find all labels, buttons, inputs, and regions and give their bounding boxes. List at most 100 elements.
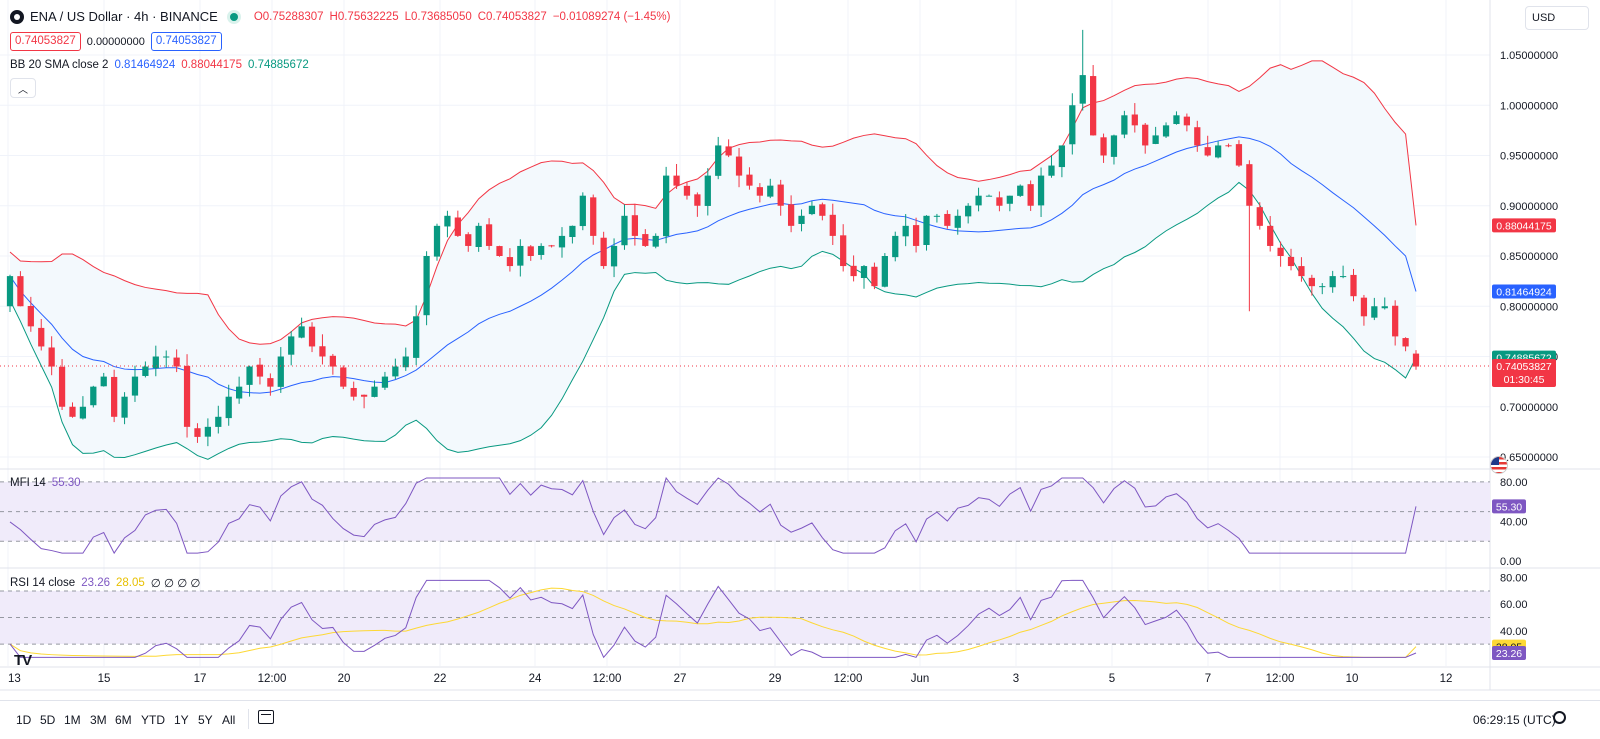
calendar-range-icon[interactable] — [258, 710, 274, 724]
collapse-legend-button[interactable]: ︿ — [10, 78, 36, 98]
candle-body — [225, 396, 232, 419]
range-1m[interactable]: 1M — [64, 713, 81, 727]
candle-body — [1142, 124, 1149, 146]
rsi-value-tag: 23.26 — [1496, 648, 1522, 660]
candle-body — [350, 387, 357, 397]
candle-body — [725, 146, 732, 156]
time-axis-label: 3 — [1013, 673, 1019, 685]
price-axis-label: 1.05000000 — [1500, 50, 1558, 62]
bid-price[interactable]: 0.74053827 — [10, 32, 81, 51]
candle-body — [444, 215, 451, 227]
candle-body — [267, 378, 274, 387]
ohlc-close: C0.74053827 — [477, 10, 547, 23]
bb-basis-tag-bg — [1492, 284, 1556, 299]
candle-body — [402, 356, 409, 368]
candle-body — [298, 326, 305, 338]
utc-clock[interactable]: 06:29:15 (UTC) — [1473, 713, 1556, 727]
us-flag-icon[interactable] — [1490, 456, 1508, 474]
candle-body — [985, 195, 993, 197]
candle-body — [569, 225, 576, 238]
candle-body — [152, 356, 159, 369]
time-axis-label: 20 — [338, 673, 351, 685]
range-5y[interactable]: 5Y — [198, 713, 213, 727]
candle-body — [923, 215, 930, 245]
candle-body — [17, 276, 24, 307]
candle-body — [204, 426, 212, 437]
time-axis-label: 7 — [1205, 673, 1211, 685]
range-1d[interactable]: 1D — [16, 713, 32, 727]
bb-basis-value: 0.81464924 — [114, 59, 176, 71]
candle-body — [381, 376, 389, 388]
rsi-value-tag-bg — [1492, 646, 1526, 661]
price-axis-label: 0.70000000 — [1500, 402, 1558, 414]
candle-body — [6, 276, 14, 307]
candle-body — [1069, 105, 1076, 145]
candle-body — [48, 347, 55, 367]
toolbar-divider — [248, 709, 249, 729]
chevron-up-icon: ︿ — [18, 84, 28, 96]
tradingview-logo-icon[interactable]: TV — [14, 652, 32, 669]
candle-body — [902, 225, 909, 237]
time-axis-label: 12:00 — [834, 673, 863, 685]
range-3m[interactable]: 3M — [90, 713, 107, 727]
price-axis-label: 0.90000000 — [1500, 201, 1558, 213]
candle-body — [944, 213, 951, 226]
candle-body — [215, 416, 222, 427]
time-axis-label: 5 — [1109, 673, 1115, 685]
candle-body — [371, 386, 378, 397]
currency-label: USD — [1532, 12, 1556, 24]
candle-body — [340, 367, 347, 387]
candle-body — [38, 327, 45, 347]
gear-icon[interactable] — [1553, 711, 1566, 724]
ask-price[interactable]: 0.74053827 — [150, 32, 222, 51]
bar-countdown: 01:30:45 — [1504, 374, 1545, 386]
candle-body — [236, 386, 243, 399]
candle-body — [735, 156, 743, 176]
candle-body — [183, 365, 191, 427]
rsi-ma-line — [9, 587, 1417, 658]
range-ytd[interactable]: YTD — [141, 713, 165, 727]
candle-body — [121, 396, 128, 418]
candle-body — [548, 245, 555, 247]
price-axis-label: 0.95000000 — [1500, 151, 1558, 163]
candle-body — [131, 376, 139, 396]
candle-body — [746, 174, 753, 186]
time-axis-label: 24 — [529, 673, 542, 685]
range-5d[interactable]: 5D — [40, 713, 56, 727]
candle-body — [933, 215, 941, 217]
candle-body — [308, 326, 316, 347]
candle-body — [1402, 338, 1409, 347]
rsi-line — [9, 579, 1417, 659]
mfi-legend[interactable]: MFI 14 55.30 — [10, 477, 81, 489]
candle-body — [173, 357, 180, 367]
candle-body — [58, 366, 66, 407]
candle-body — [1350, 274, 1357, 297]
candle-body — [558, 235, 566, 248]
candle-body — [256, 364, 264, 377]
candle-body — [787, 204, 795, 226]
candle-body — [860, 266, 868, 279]
candle-body — [631, 215, 639, 236]
mfi-axis-label: 0.00 — [1500, 556, 1521, 568]
currency-select[interactable]: USD — [1525, 6, 1589, 30]
candle-body — [1329, 276, 1336, 288]
ohlc-high: H0.75632225 — [329, 10, 399, 23]
candle-body — [756, 187, 763, 196]
mfi-label: MFI 14 — [10, 477, 46, 489]
candle-body — [912, 225, 920, 246]
symbol-title[interactable]: ENA / US Dollar · 4h · BINANCE — [30, 9, 218, 24]
bb-legend[interactable]: BB 20 SMA close 2 0.81464924 0.88044175 … — [10, 59, 309, 71]
candle-body — [1277, 247, 1284, 256]
range-6m[interactable]: 6M — [115, 713, 132, 727]
chart-canvas[interactable]: 1.05000000 1.00000000 0.95000000 0.90000000… — [0, 0, 1600, 700]
range-all[interactable]: All — [222, 713, 236, 727]
candle-body — [454, 217, 461, 236]
time-axis-label: 15 — [98, 673, 111, 685]
range-1y[interactable]: 1Y — [174, 713, 189, 727]
candle-body — [600, 237, 607, 267]
candle-body — [996, 197, 1003, 206]
candle-body — [69, 406, 76, 417]
mfi-line — [9, 476, 1417, 555]
mfi-axis-label: 80.00 — [1500, 477, 1528, 489]
rsi-legend[interactable]: RSI 14 close 23.26 28.05 ∅ ∅ ∅ ∅ — [10, 576, 200, 590]
